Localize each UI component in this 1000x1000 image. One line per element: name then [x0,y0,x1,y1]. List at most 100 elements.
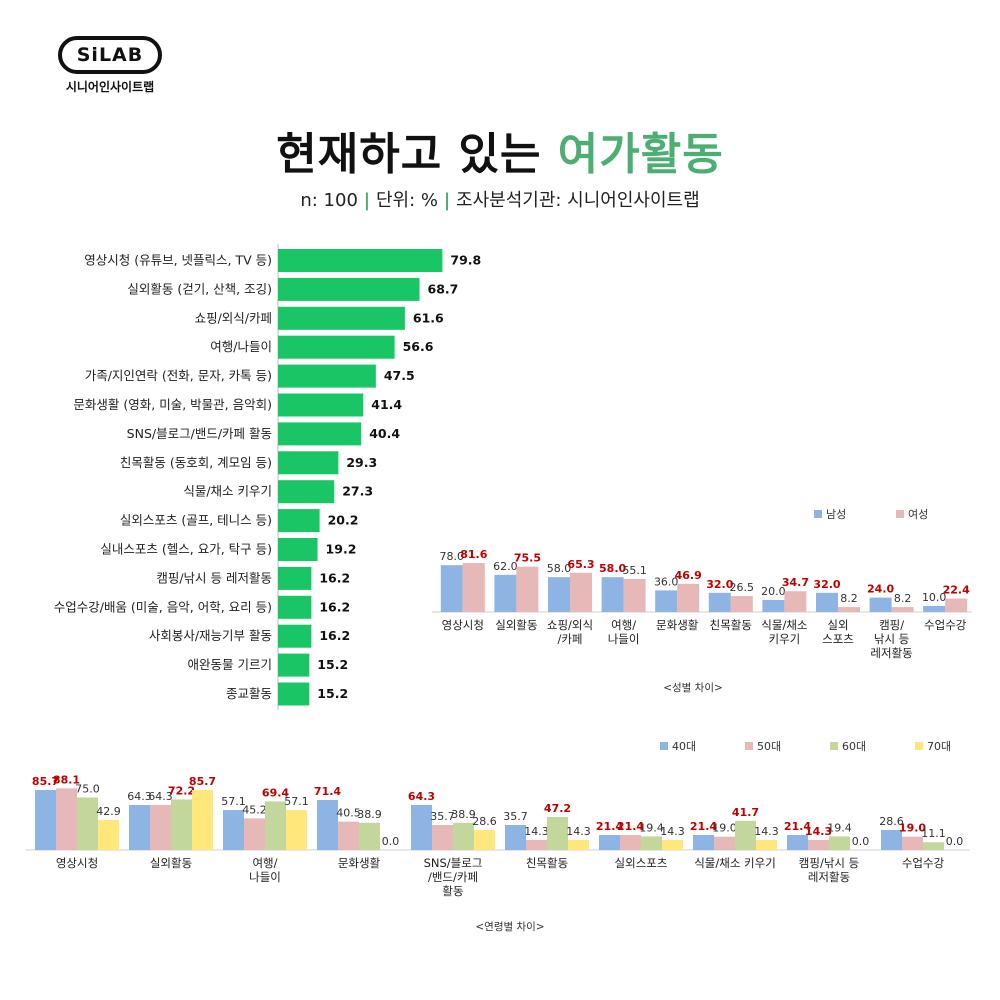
value-label: 64.3 [408,790,435,803]
value-label: 38.9 [357,808,382,821]
category-label: 수업수강 [924,618,967,632]
bar [945,598,968,612]
category-label: 나들이 [608,632,640,646]
category-label: 사회봉사/재능기부 활동 [149,628,272,643]
bar [714,836,735,850]
category-label: 낚시 등 [874,632,909,646]
bar [599,835,620,850]
category-label: 레저활동 [870,646,912,660]
bar [816,592,838,612]
value-label: 81.6 [460,548,487,561]
value-label: 28.6 [472,815,497,828]
bar [338,821,359,850]
value-label: 47.5 [384,368,415,383]
value-label: 61.6 [413,310,444,325]
value-label: 0.0 [946,835,964,848]
value-label: 29.3 [346,455,377,470]
category-label: 영상시청 (유튜브, 넷플릭스, TV 등) [84,253,272,268]
bar [494,574,517,612]
category-label: 영상시청 [56,856,98,870]
value-label: 0.0 [382,835,400,848]
bar [526,839,547,850]
category-label: 쇼핑/외식/카페 [195,310,272,325]
bar [662,839,683,850]
bar [244,818,265,850]
bar [838,607,860,612]
value-label: 21.4 [596,820,623,833]
legend-swatch [814,510,822,518]
value-label: 65.3 [567,558,594,571]
value-label: 58.0 [599,562,626,575]
bar [278,335,395,359]
bar [655,590,678,612]
category-label: 실내스포츠 (헬스, 요가, 탁구 등) [100,542,272,557]
value-label: 78.0 [440,550,465,563]
bar [891,607,914,612]
value-label: 35.7 [503,810,528,823]
value-label: 68.7 [428,281,459,296]
value-label: 32.0 [813,578,840,591]
category-label: 수업수강/배움 (미술, 음악, 어학, 요리 등) [54,599,272,614]
value-label: 64.3 [148,790,173,803]
category-label: 실외스포츠 (골프, 테니스 등) [120,513,272,528]
bar [98,819,119,850]
bar [570,572,592,612]
value-label: 56.6 [403,339,434,354]
separator: | [363,190,371,211]
legend-swatch [896,510,904,518]
gender-bar-chart: 남성 여성78.081.6영상시청62.075.5실외활동58.065.3쇼핑/외… [432,508,972,694]
bar [568,839,589,850]
category-label: 실외활동 (걷기, 산책, 조깅) [127,281,272,296]
value-label: 88.1 [53,773,80,786]
bar [278,393,364,417]
value-label: 85.7 [32,775,59,788]
category-label: 활동 [442,884,463,898]
bar [641,836,662,850]
bar [77,797,98,850]
bar [150,804,171,850]
bar [432,825,453,850]
category-label: 여행/ [252,856,277,870]
bar [620,835,641,850]
value-label: 41.7 [732,806,759,819]
legend-label: 남성 [826,508,846,521]
bar [756,839,777,850]
value-label: 16.2 [319,570,350,585]
value-label: 14.3 [805,825,832,838]
value-label: 0.0 [852,835,870,848]
category-label: 문화생활 [338,856,381,870]
value-label: 47.2 [544,802,571,815]
category-label: 식물/채소 [761,618,807,632]
value-label: 35.7 [430,810,455,823]
category-label: /카페 [557,632,582,646]
value-label: 85.7 [189,775,216,788]
bar [677,583,700,612]
title-highlight: 여가활동 [557,129,724,180]
category-label: /밴드/카페 [428,870,478,884]
bar [735,820,756,850]
value-label: 11.1 [921,827,946,840]
separator: | [443,190,451,211]
bar [286,810,307,850]
value-label: 27.3 [342,484,373,499]
category-label: 문화생활 [656,618,699,632]
value-label: 21.4 [784,820,811,833]
value-label: 14.3 [754,825,779,838]
logo: SiLAB 시니어인사이트랩 [58,36,168,95]
value-label: 36.0 [654,575,679,588]
value-label: 45.2 [242,803,267,816]
agency-label: 조사분석기관: 시니어인사이트랩 [456,190,700,211]
bar [278,277,420,301]
value-label: 75.0 [75,783,100,796]
bar [547,816,568,850]
value-label: 19.2 [326,542,357,557]
value-label: 58.0 [547,562,572,575]
category-label: 캠핑/ [879,618,904,632]
value-label: 72.2 [168,784,195,797]
category-label: 종교활동 [226,686,272,701]
value-label: 34.7 [782,576,809,589]
bar [317,800,338,850]
value-label: 15.2 [317,686,348,701]
value-label: 57.1 [284,795,309,808]
category-label: 실외 [827,618,848,632]
